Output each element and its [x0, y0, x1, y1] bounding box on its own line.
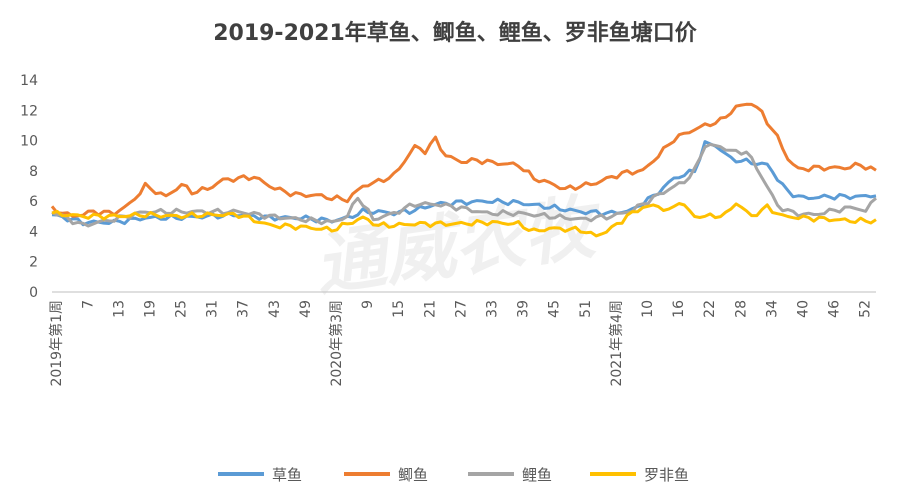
x-tick-label: 16 [671, 300, 687, 318]
x-tick-label: 2019年第1周 [48, 300, 65, 387]
x-tick-label: 46 [827, 300, 843, 318]
x-tick-label: 10 [640, 300, 656, 318]
x-tick-label: 40 [795, 300, 811, 318]
x-tick-label: 22 [702, 300, 718, 318]
x-tick-label: 2020年第3周 [328, 300, 345, 387]
x-tick-label: 51 [578, 300, 594, 318]
x-tick-label: 33 [485, 300, 501, 318]
x-tick-label: 9 [360, 300, 376, 309]
legend-label: 鲤鱼 [522, 466, 552, 484]
x-tick-label: 21 [422, 300, 438, 318]
x-tick-label: 19 [142, 300, 158, 318]
legend-label: 罗非鱼 [644, 466, 689, 484]
y-axis: 0 2 4 6 8 10 12 14 [20, 73, 38, 301]
y-tick-label: 4 [29, 224, 38, 240]
series-line-3 [51, 142, 877, 228]
x-tick-label: 31 [205, 300, 221, 318]
x-tick-label: 2021年第4周 [608, 300, 625, 387]
y-tick-label: 14 [20, 73, 38, 89]
legend-label: 鲫鱼 [398, 466, 428, 484]
series-line-1 [51, 140, 877, 227]
x-tick-label: 7 [80, 300, 96, 309]
x-tick-label: 25 [174, 300, 190, 318]
y-tick-label: 0 [29, 285, 38, 301]
x-tick-label: 28 [733, 300, 749, 318]
legend-label: 草鱼 [272, 466, 302, 484]
x-tick-label: 34 [764, 300, 780, 318]
x-tick-label: 13 [111, 300, 127, 318]
y-tick-label: 12 [20, 103, 38, 119]
y-tick-label: 8 [29, 164, 38, 180]
series-line-4 [51, 202, 877, 238]
legend: 草鱼 鲫鱼 鲤鱼 罗非鱼 [218, 466, 689, 484]
y-tick-label: 10 [20, 134, 38, 150]
x-tick-label: 27 [453, 300, 469, 318]
y-tick-label: 6 [29, 194, 38, 210]
x-axis: 2019年第1周 7 13 19 25 31 37 43 49 2020年第3周 9 15 21 27 33… [48, 291, 876, 387]
x-tick-label: 39 [516, 300, 532, 318]
x-tick-label: 45 [547, 300, 563, 318]
x-tick-label: 15 [391, 300, 407, 318]
x-tick-label: 49 [298, 300, 314, 318]
plot-area [50, 102, 877, 238]
x-tick-label: 52 [858, 300, 874, 318]
x-tick-label: 37 [236, 300, 252, 318]
x-tick-label: 43 [267, 300, 283, 318]
series-line-2 [50, 102, 877, 218]
chart-title: 2019-2021年草鱼、鲫鱼、鲤鱼、罗非鱼塘口价 [213, 20, 698, 46]
y-tick-label: 2 [29, 255, 38, 271]
